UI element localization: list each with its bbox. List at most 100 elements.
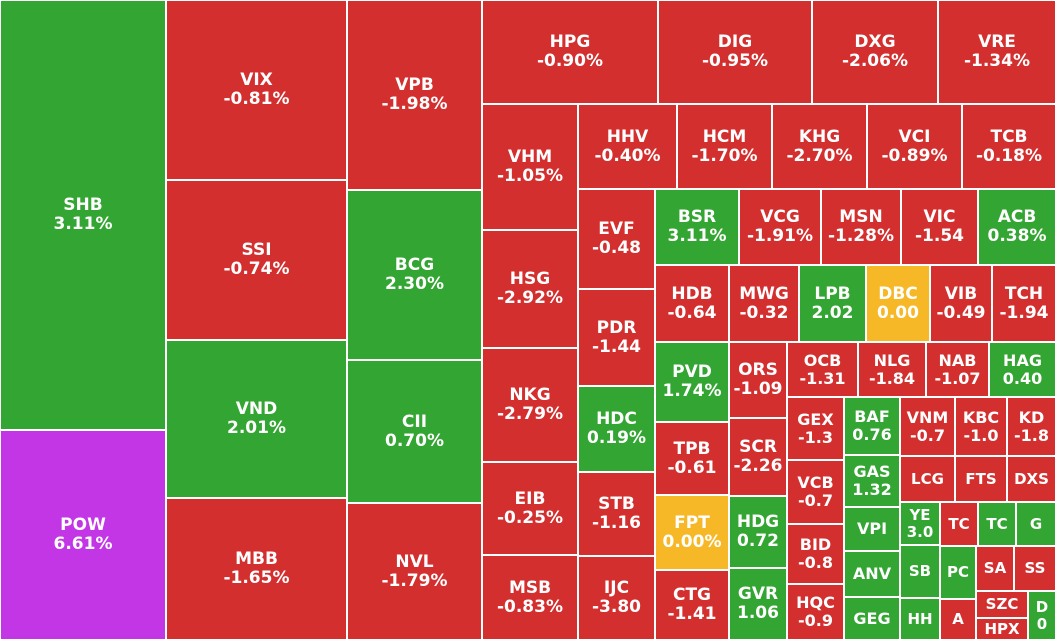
tile-ctg[interactable]: CTG -1.41 <box>655 570 729 640</box>
tile-fts[interactable]: FTS <box>955 456 1007 502</box>
tile-vcb[interactable]: VCB -0.7 <box>787 460 844 524</box>
tile-geg[interactable]: GEG <box>844 597 900 640</box>
tile-baf[interactable]: BAF 0.76 <box>844 397 900 455</box>
tile-vnd[interactable]: VND 2.01% <box>166 340 347 498</box>
tile-mbb[interactable]: MBB -1.65% <box>166 498 347 640</box>
tile-nlg[interactable]: NLG -1.84 <box>858 342 926 397</box>
tile-evf[interactable]: EVF -0.48 <box>578 189 655 289</box>
tile-tcb[interactable]: TCB -0.18% <box>962 104 1056 189</box>
tile-change: -0.9 <box>798 611 833 630</box>
tile-hpg[interactable]: HPG -0.90% <box>482 0 658 104</box>
tile-change: 3.11% <box>667 226 727 246</box>
tile-vnm[interactable]: VNM -0.7 <box>900 397 955 456</box>
tile-hdg[interactable]: HDG 0.72 <box>729 496 787 568</box>
tile-kbc[interactable]: KBC -1.0 <box>955 397 1007 456</box>
tile-gas[interactable]: GAS 1.32 <box>844 455 900 507</box>
tile-change: 0.00% <box>662 531 722 552</box>
tile-symbol: IJC <box>603 578 630 599</box>
tile-pc[interactable]: PC <box>940 546 976 599</box>
tile-change: -1.70% <box>691 145 758 166</box>
tile-change: -0.64 <box>667 302 717 323</box>
tile-ors[interactable]: ORS -1.09 <box>729 342 787 418</box>
tile-anv[interactable]: ANV <box>844 551 900 597</box>
tile-change: -1.91% <box>746 226 814 246</box>
tile-vib[interactable]: VIB -0.49 <box>930 265 992 342</box>
tile-bcg[interactable]: BCG 2.30% <box>347 190 482 360</box>
tile-symbol: VIX <box>240 70 273 91</box>
tile-fpt[interactable]: FPT 0.00% <box>655 495 729 570</box>
tile-pdr[interactable]: PDR -1.44 <box>578 289 655 386</box>
tile-hdc[interactable]: HDC 0.19% <box>578 386 655 472</box>
tile-ocb[interactable]: OCB -1.31 <box>787 342 858 397</box>
tile-khg[interactable]: KHG -2.70% <box>772 104 867 189</box>
tile-pow[interactable]: POW 6.61% <box>0 430 166 640</box>
tile-szc[interactable]: SZC <box>976 591 1028 618</box>
tile-kd[interactable]: KD -1.8 <box>1007 397 1056 456</box>
tile-scr[interactable]: SCR -2.26 <box>729 418 787 496</box>
tile-pvd[interactable]: PVD 1.74% <box>655 342 729 422</box>
tile-tch[interactable]: TCH -1.94 <box>992 265 1056 342</box>
tile-lpb[interactable]: LPB 2.02 <box>799 265 866 342</box>
tile-hag[interactable]: HAG 0.40 <box>989 342 1056 397</box>
tile-tc[interactable]: TC <box>940 502 978 546</box>
tile-dig[interactable]: DIG -0.95% <box>658 0 812 104</box>
tile-symbol: LPB <box>814 283 851 304</box>
tile-bid[interactable]: BID -0.8 <box>787 524 844 584</box>
tile-a[interactable]: A <box>940 599 976 640</box>
tile-stb[interactable]: STB -1.16 <box>578 472 655 556</box>
tile-dxg[interactable]: DXG -2.06% <box>812 0 938 104</box>
tile-change: -1.16 <box>592 513 641 533</box>
tile-hdb[interactable]: HDB -0.64 <box>655 265 729 342</box>
tile-symbol: HQC <box>796 593 835 613</box>
tile-lcg[interactable]: LCG <box>900 456 955 502</box>
tile-msb[interactable]: MSB -0.83% <box>482 555 578 640</box>
tile-msn[interactable]: MSN -1.28% <box>821 189 901 265</box>
tile-nvl[interactable]: NVL -1.79% <box>347 503 482 640</box>
tile-mwg[interactable]: MWG -0.32 <box>729 265 799 342</box>
tile-vic[interactable]: VIC -1.54 <box>901 189 978 265</box>
tile-tpb[interactable]: TPB -0.61 <box>655 422 729 495</box>
tile-vhm[interactable]: VHM -1.05% <box>482 104 578 230</box>
tile-dxs[interactable]: DXS <box>1007 456 1056 502</box>
tile-hh[interactable]: HH <box>900 598 940 640</box>
tile-ss[interactable]: SS <box>1014 546 1056 591</box>
tile-hsg[interactable]: HSG -2.92% <box>482 230 578 348</box>
tile-symbol: HPX <box>984 619 1020 638</box>
tile-hcm[interactable]: HCM -1.70% <box>677 104 772 189</box>
tile-ye[interactable]: YE 3.0 <box>900 502 940 545</box>
tile-gex[interactable]: GEX -1.3 <box>787 397 844 460</box>
tile-symbol: GEG <box>853 608 891 628</box>
tile-symbol: DXG <box>854 32 896 53</box>
tile-sa[interactable]: SA <box>976 546 1014 591</box>
tile-g[interactable]: G <box>1016 502 1056 546</box>
tile-nkg[interactable]: NKG -2.79% <box>482 348 578 462</box>
tile-ssi[interactable]: SSI -0.74% <box>166 180 347 340</box>
tile-vcg[interactable]: VCG -1.91% <box>739 189 821 265</box>
tile-vci[interactable]: VCI -0.89% <box>867 104 962 189</box>
tile-tc[interactable]: TC <box>978 502 1016 546</box>
tile-sb[interactable]: SB <box>900 545 940 598</box>
tile-dbc[interactable]: DBC 0.00 <box>866 265 930 342</box>
tile-symbol: SZC <box>985 595 1019 614</box>
tile-vpb[interactable]: VPB -1.98% <box>347 0 482 190</box>
tile-hhv[interactable]: HHV -0.40% <box>578 104 677 189</box>
tile-shb[interactable]: SHB 3.11% <box>0 0 166 430</box>
tile-vix[interactable]: VIX -0.81% <box>166 0 347 180</box>
tile-eib[interactable]: EIB -0.25% <box>482 462 578 555</box>
tile-nab[interactable]: NAB -1.07 <box>926 342 989 397</box>
tile-hqc[interactable]: HQC -0.9 <box>787 584 844 640</box>
tile-gvr[interactable]: GVR 1.06 <box>729 568 787 640</box>
tile-change: -0.95% <box>701 51 769 71</box>
tile-change: 3.0 <box>906 522 934 541</box>
tile-change: -2.92% <box>496 288 564 308</box>
tile-vpi[interactable]: VPI <box>844 507 900 551</box>
tile-acb[interactable]: ACB 0.38% <box>978 189 1056 265</box>
tile-hpx[interactable]: HPX <box>976 618 1028 640</box>
tile-bsr[interactable]: BSR 3.11% <box>655 189 739 265</box>
tile-symbol: KD <box>1018 407 1045 427</box>
tile-ijc[interactable]: IJC -3.80 <box>578 556 655 640</box>
tile-vre[interactable]: VRE -1.34% <box>938 0 1056 104</box>
tile-cii[interactable]: CII 0.70% <box>347 360 482 503</box>
tile-symbol: TPB <box>673 438 711 459</box>
